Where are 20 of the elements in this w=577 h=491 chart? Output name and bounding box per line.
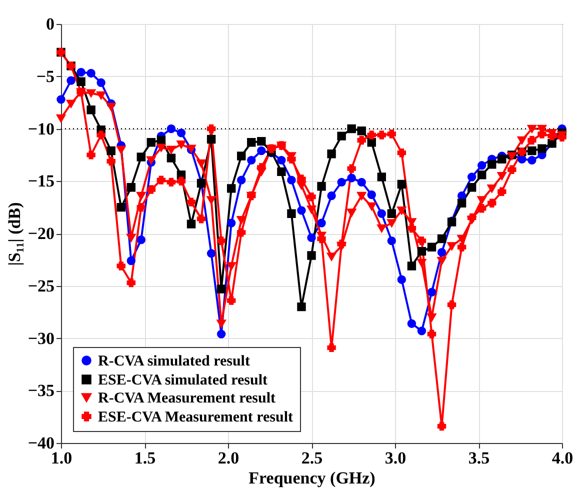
x-axis-title: Frequency (GHz) <box>248 468 376 488</box>
y-tick-label: −30 <box>28 328 54 348</box>
x-tick-label: 1.5 <box>134 448 156 468</box>
y-tick-label: −15 <box>28 172 54 191</box>
x-tick-label: 2.0 <box>218 448 240 468</box>
legend-label: R-CVA simulated result <box>98 354 250 370</box>
x-tick-label: 3.5 <box>468 448 490 468</box>
y-tick-label: −20 <box>28 224 54 243</box>
y-axis-title: |S₁₁| (dB) <box>4 202 24 266</box>
y-tick-label: −25 <box>28 276 54 296</box>
legend-label: ESE-CVA simulated result <box>98 372 268 388</box>
legend-label: R-CVA Measurement result <box>98 390 276 406</box>
x-tick-label: 3.0 <box>384 448 406 468</box>
y-tick-label: 0 <box>46 14 54 34</box>
x-tick-label: 2.5 <box>301 448 323 468</box>
y-tick-label: −35 <box>28 381 54 400</box>
x-tick-label: 4.0 <box>552 448 574 468</box>
y-tick-label: −5 <box>36 66 54 86</box>
legend-label: ESE-CVA Measurement result <box>98 410 294 426</box>
y-tick-label: −10 <box>28 119 54 138</box>
